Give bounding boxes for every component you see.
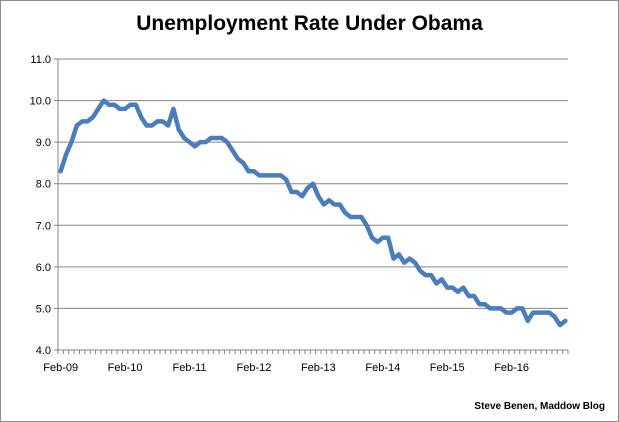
series-line-unemployment-rate: [58, 98, 568, 328]
chart-title: Unemployment Rate Under Obama: [136, 12, 483, 35]
y-tick-label: 11.0: [30, 54, 51, 66]
x-tick-label: Feb-11: [173, 362, 207, 374]
y-tick-label: 10.0: [30, 96, 51, 108]
x-tick-label: Feb-15: [430, 362, 465, 374]
y-tick-label: 9.0: [36, 137, 51, 149]
x-tick-label: Feb-14: [365, 362, 400, 374]
x-tick-label: Feb-13: [301, 362, 336, 374]
x-tick-label: Feb-09: [43, 362, 78, 374]
y-tick-label: 4.0: [36, 345, 51, 357]
y-tick-label: 6.0: [36, 262, 51, 274]
y-tick-label: 8.0: [36, 179, 51, 191]
x-tick-label: Feb-12: [237, 362, 272, 374]
y-tick-label: 5.0: [36, 303, 51, 315]
y-tick-label: 7.0: [36, 220, 51, 232]
source-credit: Steve Benen, Maddow Blog: [474, 401, 605, 412]
x-tick-label: Feb-10: [108, 362, 143, 374]
x-tick-label: Feb-16: [494, 362, 529, 374]
